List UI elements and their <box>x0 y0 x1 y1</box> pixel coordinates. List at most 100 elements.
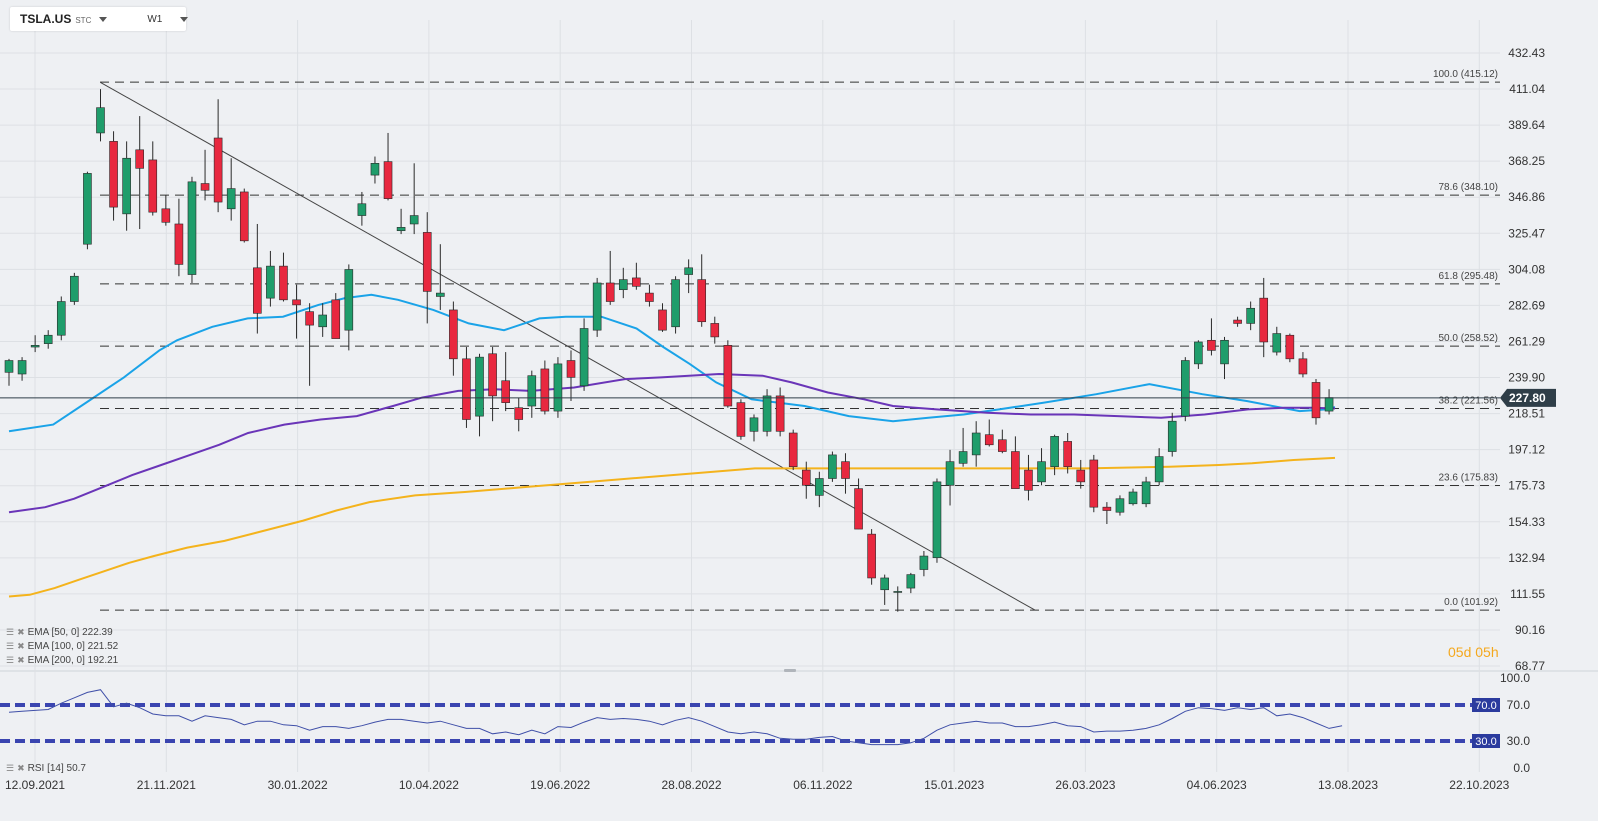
y-tick-label: 154.33 <box>1508 515 1545 529</box>
x-tick-label: 10.04.2022 <box>399 778 459 792</box>
legend-label: EMA [100, 0] 221.52 <box>27 641 119 652</box>
candle-up <box>749 417 759 432</box>
current-price-line: 227.80 <box>0 388 1556 407</box>
close-icon[interactable]: ✖ <box>17 763 25 773</box>
candle-up <box>932 481 942 559</box>
y-tick-label: 197.12 <box>1508 443 1545 457</box>
candle-down <box>540 368 550 412</box>
x-tick-label: 12.09.2021 <box>5 778 65 792</box>
x-tick-label: 21.11.2021 <box>137 778 196 792</box>
y-tick-label: 325.47 <box>1508 226 1545 240</box>
candle-up <box>43 334 53 344</box>
candle-up <box>436 292 445 297</box>
settings-icon[interactable]: ☰ <box>6 655 15 665</box>
candle-down <box>488 353 497 397</box>
y-tick-label: 261.29 <box>1508 334 1545 348</box>
close-icon[interactable]: ✖ <box>17 627 25 637</box>
candle-up <box>1154 456 1164 483</box>
y-tick-label: 432.43 <box>1508 46 1545 60</box>
legend-ema50[interactable]: ☰ ✖ EMA [50, 0] 222.39 <box>6 627 113 638</box>
candle-up <box>1181 360 1190 417</box>
candle-up <box>762 395 772 432</box>
candle-down <box>736 402 746 437</box>
x-tick-label: 19.06.2022 <box>530 778 590 792</box>
y-tick-label: 68.77 <box>1515 659 1545 673</box>
price-tag-text: 227.80 <box>1509 391 1546 405</box>
fib-level-label: 61.8 (295.48) <box>1439 271 1499 282</box>
candle-down <box>801 469 811 486</box>
candle-down <box>200 183 210 191</box>
candle-up <box>122 157 131 215</box>
y-tick-label: 368.25 <box>1508 154 1545 168</box>
candle-up <box>83 173 92 245</box>
candle-up <box>30 345 40 348</box>
candle-down <box>632 277 641 287</box>
candle-down <box>148 159 158 213</box>
y-tick-label: 239.90 <box>1508 371 1545 385</box>
settings-icon[interactable]: ☰ <box>6 641 15 651</box>
candle-down <box>305 311 314 326</box>
candle-up <box>396 227 406 232</box>
timeframe-label[interactable]: W1 <box>147 13 163 25</box>
candle-down <box>605 282 615 302</box>
candle-down <box>775 395 785 432</box>
candle-up <box>1050 436 1059 468</box>
y-tick-label: 111.55 <box>1510 587 1545 601</box>
candle-down <box>1076 469 1086 483</box>
time-axis: 12.09.2021 21.11.2021 30.01.2022 10.04.2022… <box>5 778 1510 792</box>
candle-down <box>1233 319 1242 324</box>
candle-down <box>279 265 288 301</box>
legend-ema200[interactable]: ☰ ✖ EMA [200, 0] 192.21 <box>6 655 118 666</box>
candle-up <box>318 314 327 328</box>
rsi-level-label: 70.0 <box>1475 700 1496 712</box>
symbol-dropdown-icon[interactable] <box>99 16 108 22</box>
candle-up <box>919 555 929 570</box>
candle-down <box>331 299 341 339</box>
y-tick-label: 218.51 <box>1508 407 1545 421</box>
candle-up <box>344 269 354 331</box>
rsi-level-tag <box>1472 698 1500 712</box>
legend-rsi[interactable]: ☰ ✖ RSI [14] 50.7 <box>6 763 86 774</box>
candle-up <box>1324 397 1334 412</box>
close-icon[interactable]: ✖ <box>17 655 25 665</box>
candle-down <box>422 232 432 292</box>
candle-down <box>1259 297 1269 343</box>
candle-down <box>788 432 798 468</box>
fibonacci-levels: 100.0 (415.12) 78.6 (348.10) 61.8 (295.48)… <box>100 69 1500 611</box>
candle-up <box>4 360 14 373</box>
timeframe-dropdown-icon[interactable] <box>180 16 189 22</box>
candle-up <box>1272 333 1282 353</box>
candle-down <box>501 380 510 403</box>
candle-up <box>17 360 27 375</box>
candle-down <box>854 488 863 530</box>
settings-icon[interactable]: ☰ <box>6 763 15 773</box>
candle-up <box>1220 339 1229 365</box>
legend-label: RSI [14] 50.7 <box>27 763 86 774</box>
trendline <box>100 81 1036 611</box>
candle-down <box>161 208 171 223</box>
fib-level-label: 100.0 (415.12) <box>1433 69 1498 80</box>
rsi-level-label: 30.0 <box>1475 736 1496 748</box>
settings-icon[interactable]: ☰ <box>6 627 15 637</box>
current-price-tag: 227.80 <box>1500 388 1556 407</box>
candle-down <box>1298 358 1308 375</box>
symbol-label[interactable]: TSLA.US <box>20 12 72 26</box>
candle-down <box>697 279 707 323</box>
close-icon[interactable]: ✖ <box>17 641 25 651</box>
candle-down <box>998 439 1007 452</box>
fib-level-label: 0.0 (101.92) <box>1444 597 1498 608</box>
legend-ema100[interactable]: ☰ ✖ EMA [100, 0] 221.52 <box>6 641 118 652</box>
candle-up <box>266 265 275 299</box>
y-tick-label: 175.73 <box>1508 479 1545 493</box>
candle-down <box>1089 459 1099 508</box>
candle-up <box>1037 461 1046 483</box>
legend-label: EMA [200, 0] 192.21 <box>27 655 119 666</box>
rsi-tick-label: 70.0 <box>1507 698 1531 712</box>
candle-up <box>828 454 837 479</box>
symbol-toolbar[interactable]: TSLA.US STC W1 <box>10 7 189 31</box>
candle-down <box>723 345 733 407</box>
fib-level-label: 78.6 (348.10) <box>1439 182 1499 193</box>
candle-up <box>880 577 889 591</box>
